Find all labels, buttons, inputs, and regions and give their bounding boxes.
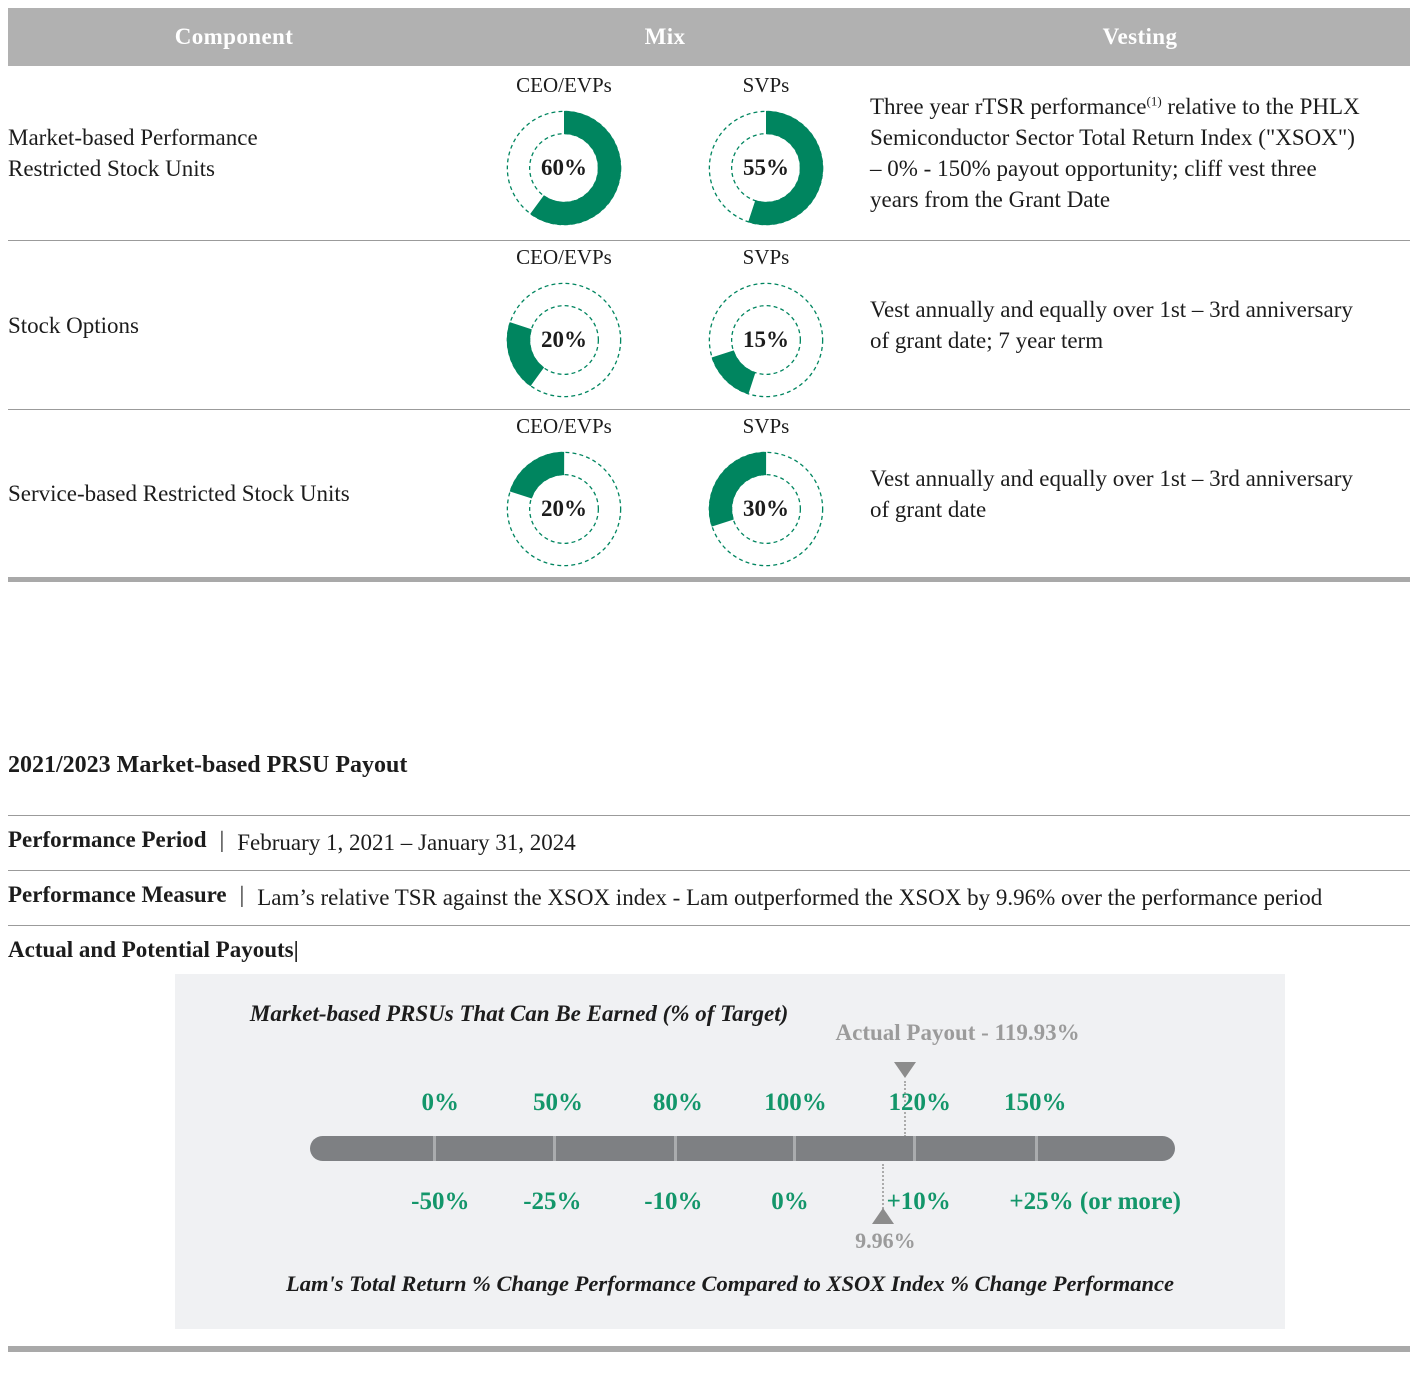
bar-tick <box>1035 1136 1038 1161</box>
donut-chart-ceo-evps: CEO/EVPs 60% <box>499 73 629 233</box>
top-scale-label: 150% <box>1004 1089 1067 1116</box>
donut-ring <box>499 444 629 574</box>
mix-cell: CEO/EVPs 60% SVPs 55% <box>460 73 870 233</box>
donut-chart-svps: SVPs 15% <box>701 245 831 405</box>
top-scale-label: 50% <box>532 1089 583 1116</box>
bottom-scale-label: -25% <box>523 1188 582 1215</box>
bar-tick <box>913 1136 917 1161</box>
donut-percent-label: 15% <box>743 327 789 352</box>
payout-scale-bar <box>310 1136 1176 1161</box>
donut-group-label: CEO/EVPs <box>516 413 612 438</box>
actual-potential-payouts-row: Actual and Potential Payouts| Market-bas… <box>8 926 1410 1336</box>
table-row-stock-options: Stock Options CEO/EVPs 20% SVPs 15% Vest… <box>8 241 1410 410</box>
donut-group-label: SVPs <box>742 413 790 438</box>
vesting-text: Vest annually and equally over 1st – 3rd… <box>870 297 1353 353</box>
donut-chart-svps: SVPs 30% <box>701 414 831 574</box>
mix-cell: CEO/EVPs 20% SVPs 30% <box>460 414 870 574</box>
footnote-marker: (1) <box>1146 93 1162 109</box>
page-bottom-divider <box>8 1346 1410 1352</box>
bottom-scale-label: +10% <box>886 1188 951 1215</box>
table-row-service-based-rsu: Service-based Restricted Stock Units CEO… <box>8 410 1410 577</box>
donut-ring <box>701 275 831 405</box>
donut-ring <box>701 444 831 574</box>
donut-group-label: SVPs <box>742 73 790 97</box>
donut-chart-ceo-evps: CEO/EVPs 20% <box>499 245 629 405</box>
donut-group-label: SVPs <box>742 245 790 269</box>
section-title: 2021/2023 Market-based PRSU Payout <box>8 752 408 778</box>
bar-tick <box>553 1136 557 1161</box>
column-header-mix: Mix <box>644 24 686 49</box>
top-scale-label: 100% <box>764 1089 827 1116</box>
payouts-row-label: Actual and Potential Payouts| <box>8 937 299 962</box>
table-header-row: Component Mix Vesting <box>8 8 1410 66</box>
chart-caption: Lam's Total Return % Change Performance … <box>286 1271 1174 1296</box>
performance-value-label: 9.96% <box>855 1228 916 1253</box>
actual-payout-dotted-line <box>904 1081 907 1137</box>
top-scale-label: 0% <box>421 1089 460 1116</box>
row-label: Performance Period <box>8 827 207 852</box>
bottom-scale-label: -10% <box>644 1188 703 1215</box>
label-separator: | <box>219 827 225 852</box>
payout-scale-chart: Market-based PRSUs That Can Be Earned (%… <box>175 974 1285 1329</box>
component-name: Service-based Restricted Stock Units <box>8 481 350 506</box>
top-scale-label: 120% <box>888 1089 952 1116</box>
donut-chart-ceo-evps: CEO/EVPs 20% <box>499 414 629 574</box>
performance-marker-icon <box>872 1208 895 1224</box>
section-divider <box>8 577 1410 582</box>
actual-payout-marker-icon <box>894 1062 917 1078</box>
table-row-market-based-prsu: Market-based Performance Restricted Stoc… <box>8 66 1410 241</box>
donut-chart-svps: SVPs 55% <box>701 73 831 233</box>
mix-cell: CEO/EVPs 20% SVPs 15% <box>460 245 870 405</box>
row-label: Performance Measure <box>8 882 227 907</box>
donut-group-label: CEO/EVPs <box>516 73 612 97</box>
vesting-text: Vest annually and equally over 1st – 3rd… <box>870 465 1353 522</box>
whitespace-gap <box>8 582 1410 752</box>
donut-ring <box>701 103 831 233</box>
donut-ring <box>499 275 629 405</box>
column-header-vesting: Vesting <box>1102 24 1178 49</box>
performance-measure-row: Performance Measure | Lam’s relative TSR… <box>8 871 1410 926</box>
donut-ring <box>499 103 629 233</box>
top-scale-label: 80% <box>652 1089 703 1116</box>
actual-payout-label: Actual Payout - 119.93% <box>835 1020 1080 1045</box>
donut-group-label: CEO/EVPs <box>516 245 612 269</box>
donut-percent-label: 60% <box>541 155 587 180</box>
column-header-component: Component <box>174 24 294 49</box>
bar-tick <box>673 1136 677 1161</box>
payout-detail-table: Performance Period | February 1, 2021 – … <box>8 815 1410 926</box>
donut-percent-label: 20% <box>541 495 587 521</box>
bottom-scale-label: -50% <box>411 1188 470 1215</box>
donut-percent-label: 55% <box>743 155 789 180</box>
bottom-scale-label: 0% <box>771 1188 809 1215</box>
row-value: Lam’s relative TSR against the XSOX inde… <box>257 885 1323 910</box>
donut-percent-label: 30% <box>743 495 789 521</box>
performance-period-row: Performance Period | February 1, 2021 – … <box>8 815 1410 871</box>
component-name: Stock Options <box>8 312 139 338</box>
bar-tick <box>792 1136 796 1161</box>
label-separator: | <box>239 882 245 907</box>
bottom-scale-label: +25% (or more) <box>1009 1188 1181 1215</box>
component-name: Market-based Performance Restricted Stoc… <box>8 125 258 181</box>
performance-dotted-line <box>882 1164 885 1209</box>
vesting-text: Three year rTSR performance(1) relative … <box>870 93 1360 212</box>
row-value: February 1, 2021 – January 31, 2024 <box>237 830 576 855</box>
bar-tick <box>433 1136 437 1161</box>
chart-title: Market-based PRSUs That Can Be Earned (%… <box>249 1001 789 1026</box>
donut-percent-label: 20% <box>541 327 587 352</box>
